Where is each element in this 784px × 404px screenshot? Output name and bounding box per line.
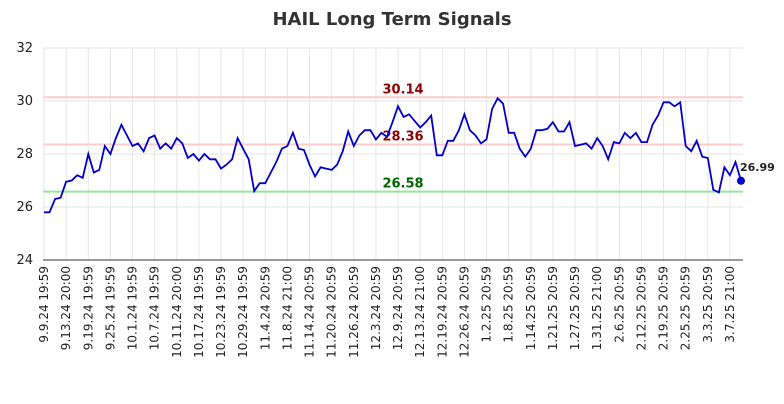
x-tick-label: 1.14.25 20:59 [524, 266, 538, 350]
x-tick-label: 2.12.25 20:59 [634, 266, 648, 350]
signal-label: 30.14 [382, 82, 423, 97]
x-tick-label: 9.13.24 20:00 [59, 266, 73, 350]
x-tick-label: 11.4.24 20:59 [258, 266, 272, 350]
x-tick-label: 11.8.24 21:00 [280, 266, 294, 350]
last-point [737, 176, 745, 185]
last-value-label: 26.99 [740, 161, 775, 174]
x-tick-label: 1.27.25 20:59 [568, 266, 582, 350]
x-tick-label: 10.7.24 19:59 [148, 266, 162, 350]
x-tick-label: 2.25.25 20:59 [679, 266, 693, 350]
x-tick-label: 10.29.24 19:59 [236, 266, 250, 358]
x-tick-label: 9.9.24 19:59 [37, 266, 51, 343]
y-tick-label: 30 [16, 94, 33, 109]
x-tick-label: 11.20.24 20:59 [325, 266, 339, 358]
y-tick-label: 26 [16, 200, 33, 215]
x-tick-label: 11.26.24 20:59 [347, 266, 361, 358]
x-tick-label: 10.1.24 19:59 [126, 266, 140, 350]
x-tick-label: 1.8.25 20:59 [502, 266, 516, 343]
signal-label: 28.36 [382, 129, 423, 144]
x-tick-label: 3.3.25 20:59 [701, 266, 715, 343]
price-line [44, 96, 742, 214]
x-tick-label: 10.17.24 19:59 [192, 266, 206, 358]
x-tick-label: 3.7.25 21:00 [723, 266, 737, 343]
x-tick-label: 10.23.24 19:59 [214, 266, 228, 358]
x-tick-label: 11.14.24 20:59 [303, 266, 317, 358]
x-tick-label: 12.3.24 20:59 [369, 266, 383, 350]
x-tick-label: 1.21.25 20:59 [546, 266, 560, 350]
x-tick-label: 1.31.25 21:00 [590, 266, 604, 350]
x-tick-label: 2.19.25 20:59 [657, 266, 671, 350]
y-tick-label: 28 [16, 147, 33, 162]
x-tick-label: 9.25.24 19:59 [103, 266, 117, 350]
x-tick-label: 12.26.24 20:59 [457, 266, 471, 358]
y-tick-label: 32 [16, 41, 33, 56]
x-tick-label: 12.19.24 20:59 [435, 266, 449, 358]
x-tick-label: 10.11.24 20:00 [170, 266, 184, 358]
x-tick-label: 9.19.24 19:59 [81, 266, 95, 350]
x-tick-label: 12.9.24 20:59 [391, 266, 405, 350]
x-tick-label: 2.6.25 20:59 [612, 266, 626, 343]
x-tick-label: 1.2.25 20:59 [480, 266, 494, 343]
chart-title: HAIL Long Term Signals [272, 9, 511, 30]
signal-label: 26.58 [382, 177, 423, 192]
y-tick-label: 24 [16, 253, 33, 268]
x-tick-label: 12.13.24 21:00 [413, 266, 427, 358]
